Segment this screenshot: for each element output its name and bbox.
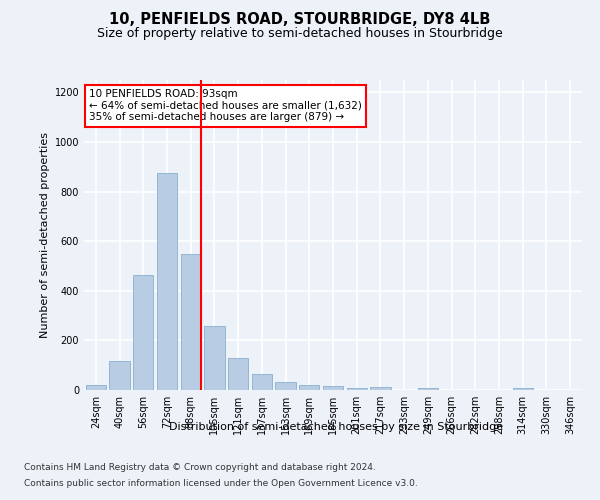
Y-axis label: Number of semi-detached properties: Number of semi-detached properties — [40, 132, 50, 338]
Bar — [323, 386, 343, 390]
Text: Contains HM Land Registry data © Crown copyright and database right 2024.: Contains HM Land Registry data © Crown c… — [24, 464, 376, 472]
Bar — [228, 358, 248, 390]
Bar — [181, 254, 201, 390]
Text: 10, PENFIELDS ROAD, STOURBRIDGE, DY8 4LB: 10, PENFIELDS ROAD, STOURBRIDGE, DY8 4LB — [109, 12, 491, 28]
Bar — [205, 326, 224, 390]
Bar — [512, 388, 533, 390]
Bar — [109, 362, 130, 390]
Bar — [157, 173, 177, 390]
Text: 10 PENFIELDS ROAD: 93sqm
← 64% of semi-detached houses are smaller (1,632)
35% o: 10 PENFIELDS ROAD: 93sqm ← 64% of semi-d… — [89, 90, 362, 122]
Bar — [133, 274, 154, 390]
Bar — [252, 374, 272, 390]
Bar — [418, 388, 438, 390]
Text: Distribution of semi-detached houses by size in Stourbridge: Distribution of semi-detached houses by … — [169, 422, 503, 432]
Bar — [275, 382, 296, 390]
Text: Size of property relative to semi-detached houses in Stourbridge: Size of property relative to semi-detach… — [97, 28, 503, 40]
Bar — [370, 387, 391, 390]
Bar — [347, 388, 367, 390]
Text: Contains public sector information licensed under the Open Government Licence v3: Contains public sector information licen… — [24, 478, 418, 488]
Bar — [86, 385, 106, 390]
Bar — [299, 384, 319, 390]
